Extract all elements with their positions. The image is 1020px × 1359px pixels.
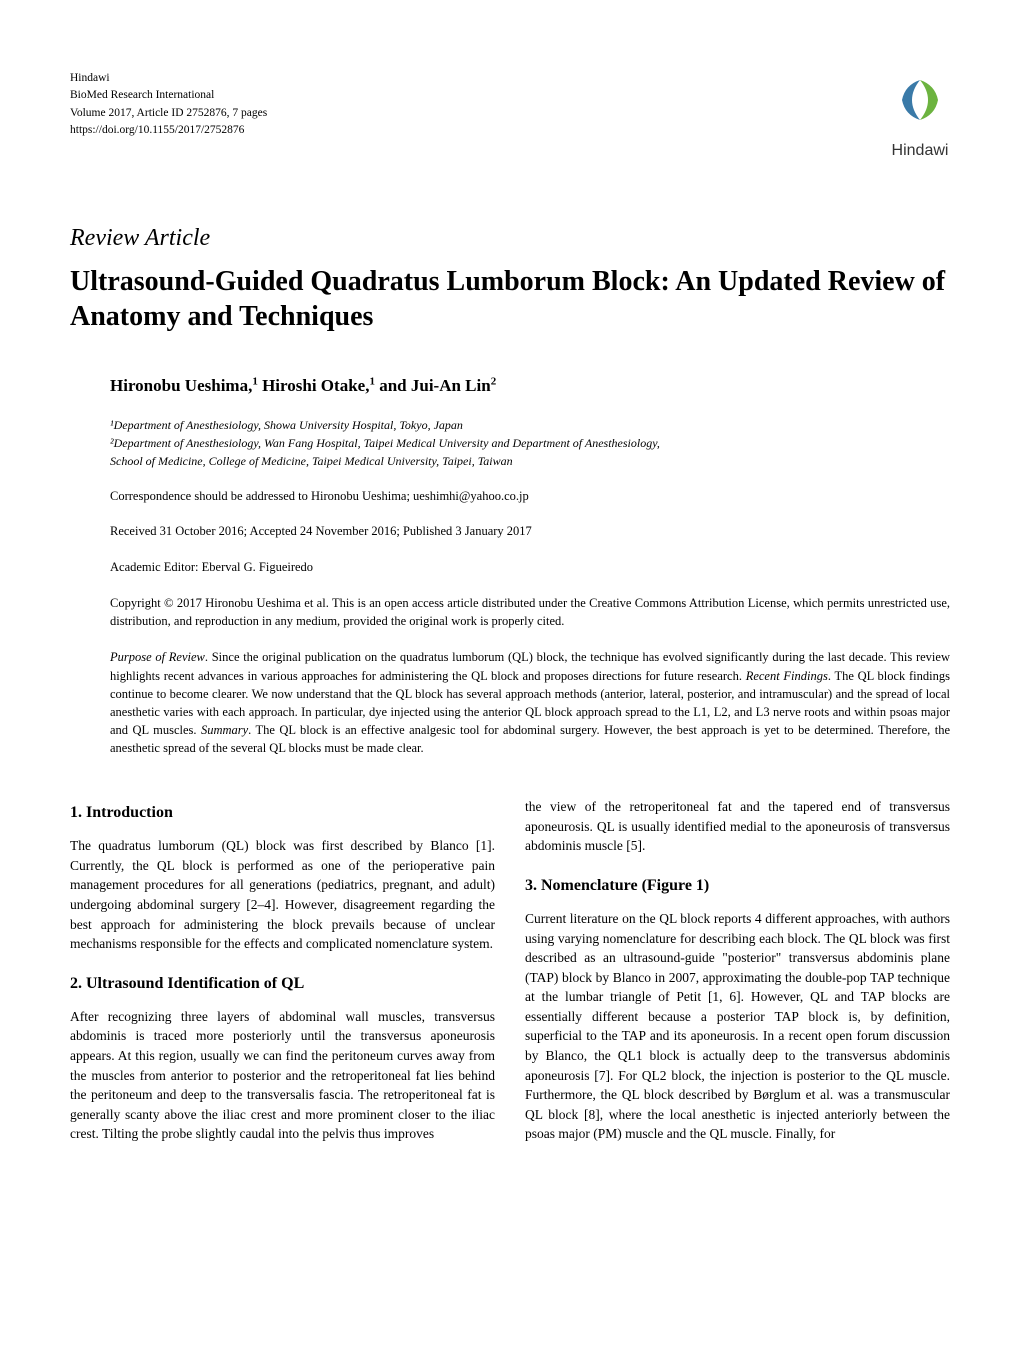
abstract-summary-label: Summary [201, 723, 248, 737]
left-column: 1. Introduction The quadratus lumborum (… [70, 797, 495, 1144]
section-3-heading: 3. Nomenclature (Figure 1) [525, 874, 950, 897]
authors: Hironobu Ueshima,1 Hiroshi Otake,1 and J… [110, 374, 950, 398]
section-2-body: After recognizing three layers of abdomi… [70, 1007, 495, 1144]
copyright-notice: Copyright © 2017 Hironobu Ueshima et al.… [110, 594, 950, 630]
affiliation-1: ¹Department of Anesthesiology, Showa Uni… [110, 416, 950, 434]
publisher-logo: Hindawi [890, 70, 950, 162]
journal-name: BioMed Research International [70, 87, 267, 104]
abstract: Purpose of Review. Since the original pu… [110, 648, 950, 757]
hindawi-logo-icon [890, 70, 950, 130]
page-header: Hindawi BioMed Research International Vo… [70, 70, 950, 162]
doi-link: https://doi.org/10.1155/2017/2752876 [70, 122, 267, 139]
section-2-continuation: the view of the retroperitoneal fat and … [525, 797, 950, 856]
abstract-purpose-label: Purpose of Review [110, 650, 205, 664]
academic-editor: Academic Editor: Eberval G. Figueiredo [110, 559, 950, 577]
publisher-name: Hindawi [70, 70, 267, 87]
journal-info: Hindawi BioMed Research International Vo… [70, 70, 267, 139]
right-column: the view of the retroperitoneal fat and … [525, 797, 950, 1144]
publisher-logo-text: Hindawi [890, 140, 950, 162]
affiliation-2a: ²Department of Anesthesiology, Wan Fang … [110, 434, 950, 452]
section-1-body: The quadratus lumborum (QL) block was fi… [70, 836, 495, 953]
affiliation-2b: School of Medicine, College of Medicine,… [110, 452, 950, 470]
section-3-body: Current literature on the QL block repor… [525, 909, 950, 1144]
affiliations: ¹Department of Anesthesiology, Showa Uni… [110, 416, 950, 470]
volume-line: Volume 2017, Article ID 2752876, 7 pages [70, 105, 267, 122]
section-1-heading: 1. Introduction [70, 801, 495, 824]
abstract-findings-label: Recent Findings [746, 669, 828, 683]
body-columns: 1. Introduction The quadratus lumborum (… [70, 797, 950, 1144]
publication-dates: Received 31 October 2016; Accepted 24 No… [110, 523, 950, 541]
article-type: Review Article [70, 222, 950, 256]
section-2-heading: 2. Ultrasound Identification of QL [70, 972, 495, 995]
correspondence: Correspondence should be addressed to Hi… [110, 488, 950, 506]
article-title: Ultrasound-Guided Quadratus Lumborum Blo… [70, 264, 950, 334]
